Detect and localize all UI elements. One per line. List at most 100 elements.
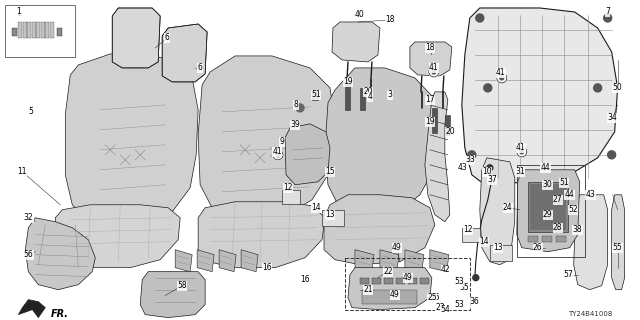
Circle shape <box>273 150 283 160</box>
Bar <box>28 22 31 38</box>
Text: 19: 19 <box>343 77 353 86</box>
Text: 11: 11 <box>18 167 27 176</box>
Bar <box>541 236 552 242</box>
Text: 6: 6 <box>198 63 203 72</box>
Text: 12: 12 <box>463 225 472 234</box>
Polygon shape <box>65 54 198 232</box>
Bar <box>362 290 417 304</box>
Bar <box>556 236 566 242</box>
Text: 53: 53 <box>454 300 464 309</box>
Polygon shape <box>241 250 258 272</box>
Text: 41: 41 <box>272 147 282 156</box>
Text: 17: 17 <box>425 95 435 104</box>
Text: 7: 7 <box>605 7 610 17</box>
Text: 3: 3 <box>387 90 392 100</box>
Polygon shape <box>198 56 336 220</box>
Polygon shape <box>324 195 435 265</box>
Bar <box>360 88 365 110</box>
Text: 32: 32 <box>24 213 33 222</box>
Text: 16: 16 <box>262 263 272 272</box>
Text: 54: 54 <box>440 305 450 314</box>
Text: 16: 16 <box>300 275 310 284</box>
Text: 1: 1 <box>16 7 20 17</box>
Text: FR.: FR. <box>51 308 68 319</box>
Text: 8: 8 <box>294 100 298 109</box>
Circle shape <box>468 151 476 159</box>
Bar <box>420 278 429 284</box>
Circle shape <box>296 104 304 112</box>
Bar <box>462 228 480 242</box>
Polygon shape <box>285 124 330 185</box>
Text: 34: 34 <box>608 113 618 122</box>
Text: 43: 43 <box>586 190 596 199</box>
Text: 56: 56 <box>24 250 33 259</box>
Text: 51: 51 <box>311 90 321 100</box>
Circle shape <box>487 165 493 171</box>
Polygon shape <box>480 158 515 265</box>
Bar <box>50 22 54 38</box>
Polygon shape <box>355 250 374 272</box>
Circle shape <box>604 14 612 22</box>
Circle shape <box>516 147 527 157</box>
Text: 20: 20 <box>445 127 454 136</box>
Circle shape <box>476 14 484 22</box>
Text: 18: 18 <box>425 44 435 52</box>
Bar <box>372 278 381 284</box>
Bar <box>5 5 76 57</box>
Circle shape <box>516 147 527 157</box>
Bar <box>41 22 45 38</box>
Text: 6: 6 <box>164 34 170 43</box>
Circle shape <box>497 73 507 83</box>
Text: 53: 53 <box>454 277 464 286</box>
Polygon shape <box>425 92 450 222</box>
Polygon shape <box>380 250 399 272</box>
Polygon shape <box>19 300 45 318</box>
Text: 4: 4 <box>367 92 372 101</box>
Text: 38: 38 <box>573 225 582 234</box>
Text: 25: 25 <box>430 293 440 302</box>
Bar <box>282 190 300 204</box>
Circle shape <box>497 73 507 83</box>
Text: 14: 14 <box>479 237 488 246</box>
Text: 30: 30 <box>543 180 552 189</box>
Text: 22: 22 <box>383 267 393 276</box>
Polygon shape <box>175 250 192 272</box>
Bar <box>36 22 40 38</box>
Bar <box>312 92 318 100</box>
Text: 41: 41 <box>496 68 506 77</box>
Polygon shape <box>26 218 95 290</box>
Text: 1: 1 <box>16 9 20 18</box>
Bar <box>490 245 512 261</box>
Text: 18: 18 <box>385 15 395 24</box>
Circle shape <box>473 275 479 281</box>
Polygon shape <box>219 250 236 272</box>
Text: 39: 39 <box>290 120 300 129</box>
Text: 21: 21 <box>363 285 372 294</box>
Text: 28: 28 <box>553 223 563 232</box>
Text: 50: 50 <box>612 84 623 92</box>
Polygon shape <box>430 250 449 272</box>
Polygon shape <box>348 268 432 310</box>
Bar <box>396 278 405 284</box>
Circle shape <box>520 150 524 154</box>
Text: 13: 13 <box>325 210 335 219</box>
Bar <box>19 22 22 38</box>
Circle shape <box>484 84 492 92</box>
Polygon shape <box>462 8 618 185</box>
Circle shape <box>429 67 439 77</box>
Polygon shape <box>516 170 580 252</box>
Text: 23: 23 <box>435 303 445 312</box>
Polygon shape <box>573 195 607 290</box>
Polygon shape <box>140 272 205 318</box>
Polygon shape <box>112 8 160 68</box>
Bar <box>384 278 393 284</box>
Text: 44: 44 <box>565 190 575 199</box>
Text: 24: 24 <box>503 203 513 212</box>
Text: 9: 9 <box>280 137 285 146</box>
Text: 19: 19 <box>425 117 435 126</box>
Text: 15: 15 <box>325 167 335 176</box>
Text: 41: 41 <box>429 63 438 72</box>
Circle shape <box>500 76 504 80</box>
Text: 51: 51 <box>559 178 568 187</box>
Polygon shape <box>198 202 325 268</box>
